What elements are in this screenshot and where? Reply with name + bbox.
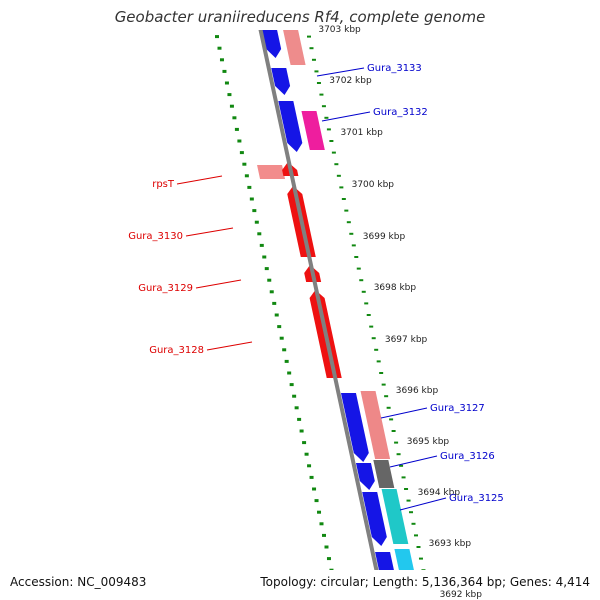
tick-label: 3703 kbp <box>318 25 361 35</box>
tick-label: 3696 kbp <box>396 386 439 396</box>
gene-feature[interactable] <box>340 393 369 462</box>
gene-leader-line <box>321 111 371 122</box>
tick-label: 3698 kbp <box>374 283 417 293</box>
gene-feature[interactable] <box>360 391 391 459</box>
tick-label: 3702 kbp <box>329 76 372 86</box>
gene-feature[interactable] <box>381 489 409 544</box>
gene-feature[interactable] <box>275 0 306 65</box>
gene-feature[interactable] <box>257 165 276 179</box>
gene-labels: Gura_3133 Gura_3132 rpsT Gura_3130 Gura_3129… <box>128 63 504 511</box>
gene-feature[interactable] <box>301 111 325 150</box>
gene-feature[interactable] <box>271 68 291 95</box>
dotted-guides <box>214 35 426 570</box>
tick-label: 3693 kbp <box>429 539 472 549</box>
feature-track <box>254 0 424 600</box>
gene-feature[interactable] <box>362 492 387 546</box>
genome-title: Geobacter uraniireducens Rf4, complete g… <box>114 8 486 26</box>
tick-labels: 3703 kbp 3702 kbp 3701 kbp 3700 kbp 3699 kbp… <box>318 25 482 600</box>
gene-label[interactable]: Gura_3125 <box>449 493 504 504</box>
gene-leader-line <box>206 341 253 351</box>
tick-label: 3697 kbp <box>385 335 428 345</box>
gene-leader-line <box>185 227 234 237</box>
gene-label[interactable]: rpsT <box>152 179 175 190</box>
gene-label[interactable]: Gura_3130 <box>128 231 183 242</box>
gene-leader-line <box>389 455 438 468</box>
gene-feature[interactable] <box>254 0 282 58</box>
gene-leader-line <box>195 279 242 289</box>
gene-leader-line <box>316 67 365 77</box>
gene-feature[interactable] <box>394 549 424 600</box>
gene-feature[interactable] <box>355 463 375 490</box>
gene-leader-line <box>176 175 223 185</box>
gene-label[interactable]: Gura_3128 <box>149 345 204 356</box>
gene-feature[interactable] <box>373 460 395 488</box>
map-body <box>214 0 426 600</box>
gene-label[interactable]: Gura_3132 <box>373 107 428 118</box>
gene-label[interactable]: Gura_3127 <box>430 403 485 414</box>
gene-feature[interactable] <box>375 552 405 600</box>
gene-label[interactable]: Gura_3129 <box>138 283 193 294</box>
backbone <box>258 30 379 570</box>
tick-label: 3694 kbp <box>418 488 461 498</box>
tick-label: 3692 kbp <box>440 590 483 600</box>
gene-leader-line <box>380 407 428 419</box>
tick-label: 3699 kbp <box>363 232 406 242</box>
gene-leader-line <box>399 497 447 511</box>
accession-text: Accession: NC_009483 <box>10 575 147 589</box>
tick-label: 3701 kbp <box>340 128 383 138</box>
tick-label: 3695 kbp <box>407 437 450 447</box>
backbone-line <box>258 30 379 570</box>
tick-label: 3700 kbp <box>352 180 395 190</box>
genome-summary-text: Topology: circular; Length: 5,136,364 bp… <box>260 575 590 589</box>
gene-label[interactable]: Gura_3126 <box>440 451 495 462</box>
gene-label[interactable]: Gura_3133 <box>367 63 422 74</box>
gene-feature[interactable] <box>278 101 303 152</box>
